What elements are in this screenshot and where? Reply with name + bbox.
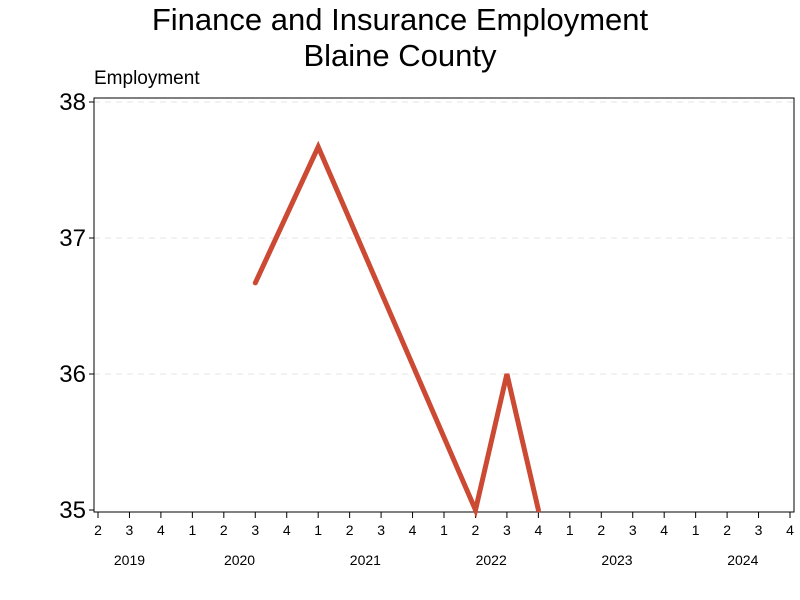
x-tick-label: 3 [126, 522, 134, 538]
x-tick-label: 2 [723, 522, 731, 538]
x-tick-label: 3 [251, 522, 259, 538]
x-tick-label: 2 [472, 522, 480, 538]
y-tick-label: 38 [59, 89, 86, 116]
x-tick-label: 4 [157, 522, 165, 538]
chart-title-block: Finance and Insurance Employment Blaine … [0, 2, 800, 74]
x-tick-label: 2 [220, 522, 228, 538]
x-tick-label: 3 [629, 522, 637, 538]
chart-title: Finance and Insurance Employment [151, 2, 649, 37]
y-tick-label: 35 [59, 497, 86, 524]
y-tick-label: 37 [59, 225, 86, 252]
x-tick-label: 4 [534, 522, 542, 538]
x-tick-label: 4 [786, 522, 794, 538]
x-tick-label: 2 [597, 522, 605, 538]
y-tick-label: 36 [59, 361, 86, 388]
x-tick-label: 3 [755, 522, 763, 538]
x-tick-label: 1 [314, 522, 322, 538]
series-line [252, 140, 541, 518]
x-year-label: 2021 [350, 552, 381, 568]
x-year-label: 2020 [224, 552, 255, 568]
x-tick-label: 1 [440, 522, 448, 538]
x-tick-label: 3 [503, 522, 511, 538]
x-year-label: 2022 [476, 552, 507, 568]
x-tick-label: 1 [566, 522, 574, 538]
x-tick-label: 3 [377, 522, 385, 538]
x-tick-label: 4 [283, 522, 291, 538]
x-tick-label: 1 [692, 522, 700, 538]
x-tick-label: 1 [188, 522, 196, 538]
x-tick-label: 2 [346, 522, 354, 538]
x-tick-label: 2 [94, 522, 102, 538]
plot-border [93, 97, 795, 513]
y-axis-label: Employment [94, 68, 200, 89]
x-tick-label: 4 [409, 522, 417, 538]
chart-subtitle: Blaine County [303, 38, 497, 73]
x-tick-label: 4 [660, 522, 668, 538]
x-year-label: 2024 [727, 552, 758, 568]
x-year-label: 2023 [601, 552, 632, 568]
x-year-label: 2019 [114, 552, 145, 568]
